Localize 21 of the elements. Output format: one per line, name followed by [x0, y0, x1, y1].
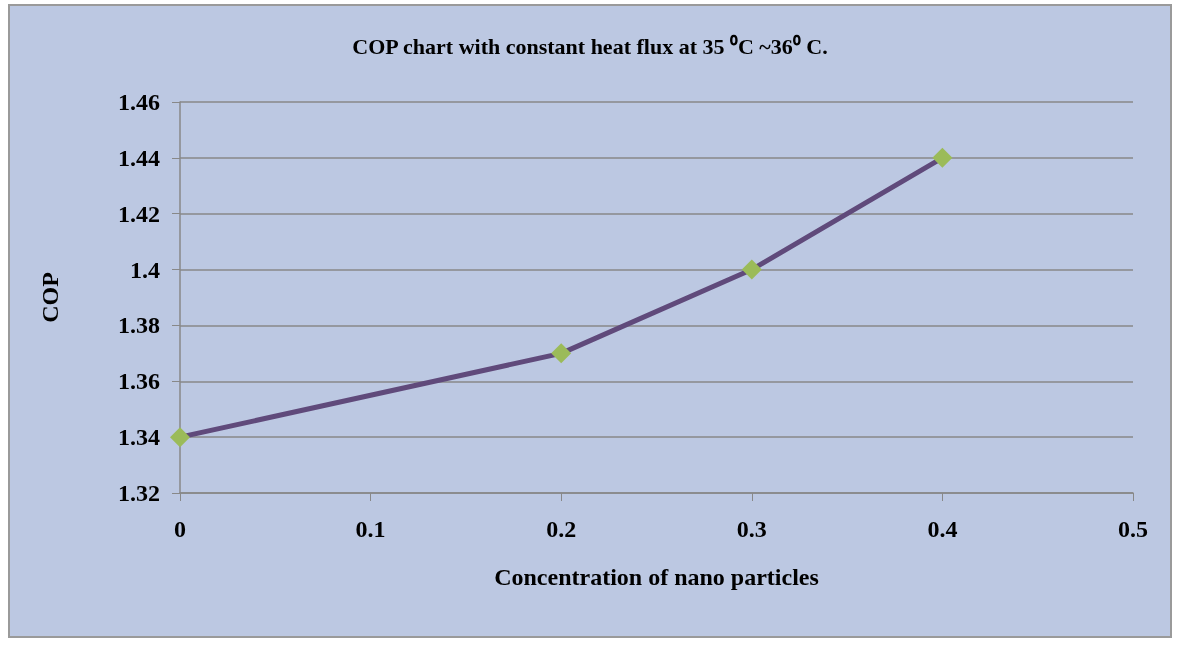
x-tick-label: 0.3 — [736, 516, 767, 542]
point — [551, 343, 572, 364]
y-tick-label: 1.38 — [118, 312, 160, 339]
chart-title: COP chart with constant heat flux at 35 ⁰C ~36⁰ C. — [352, 33, 828, 59]
y-tick-label: 1.36 — [118, 368, 160, 395]
point — [932, 147, 953, 168]
point — [170, 427, 190, 448]
y-tick-label: 1.32 — [118, 480, 160, 506]
y-tick-label: 1.42 — [118, 200, 160, 227]
x-axis-title: Concentration of nano particles — [494, 564, 819, 590]
y-tick-label: 1.34 — [118, 424, 160, 451]
x-tick-label: 0 — [174, 516, 186, 542]
point — [741, 259, 762, 280]
x-tick-label: 0.4 — [927, 516, 958, 542]
x-tick-label: 0.5 — [1118, 516, 1148, 542]
y-tick-label: 1.4 — [130, 256, 160, 283]
x-tick-label: 0.2 — [546, 516, 577, 542]
x-tick-label: 0.1 — [355, 516, 386, 542]
y-tick-label: 1.46 — [118, 89, 160, 115]
y-axis-title: COP — [37, 272, 63, 323]
y-tick-label: 1.44 — [118, 144, 160, 171]
